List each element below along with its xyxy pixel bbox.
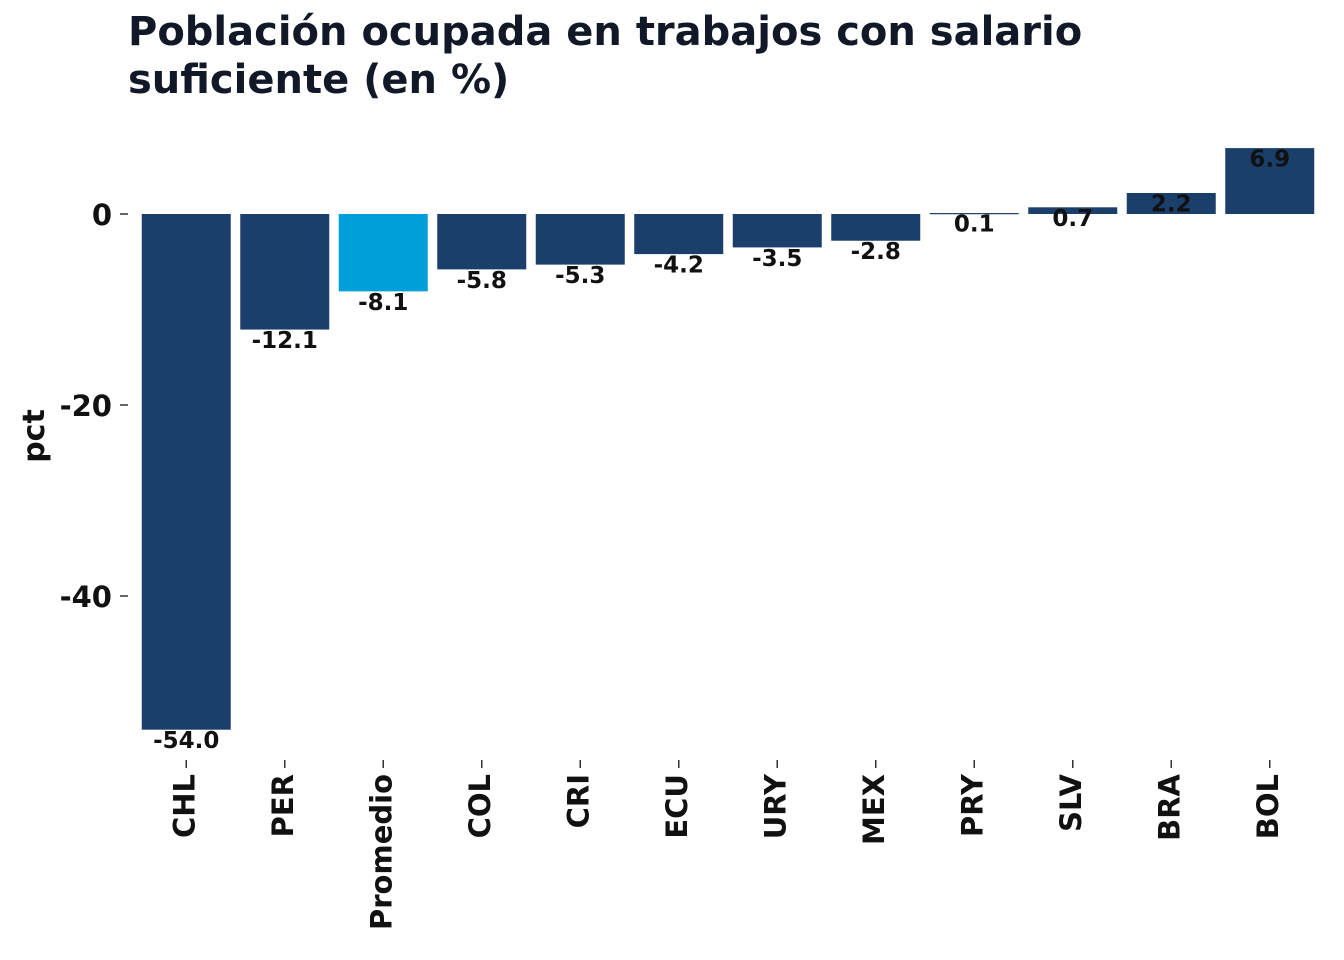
x-tick-label-ury: URY: [758, 773, 792, 839]
data-label-mex: -2.8: [851, 239, 901, 265]
y-tick-label: -20: [60, 389, 112, 423]
x-axis: CHL PER Promedio COL CRI ECU URY MEX PRY SLV BRA BO…: [167, 760, 1285, 930]
bar-chl: [141, 214, 231, 730]
bar-cri: [535, 214, 625, 265]
data-label-ecu: -4.2: [654, 253, 704, 279]
data-label-pry: 0.1: [954, 212, 995, 238]
bar-bra: [1126, 192, 1216, 214]
bar-col: [437, 214, 527, 270]
x-tick-label-per: PER: [266, 774, 300, 837]
x-tick-label-pry: PRY: [955, 773, 989, 837]
y-tick-label: -40: [60, 580, 112, 614]
data-label-bol: 6.9: [1249, 147, 1290, 173]
x-tick-label-slv: SLV: [1054, 773, 1088, 831]
bar-mex: [831, 214, 921, 241]
chart-title: Población ocupada en trabajos con salari…: [128, 9, 1083, 103]
bars: [141, 148, 1315, 730]
x-tick-label-chl: CHL: [167, 774, 201, 838]
bar-ecu: [634, 214, 724, 255]
data-label-col: -5.8: [457, 268, 507, 294]
data-label-cri: -5.3: [555, 263, 605, 289]
x-tick-label-col: COL: [463, 774, 497, 838]
data-label-bra: 2.2: [1151, 191, 1192, 217]
bar-pry: [929, 213, 1019, 215]
x-tick-label-bol: BOL: [1251, 774, 1285, 839]
data-label-ury: -3.5: [752, 246, 802, 272]
data-label-promedio: -8.1: [358, 290, 408, 316]
y-axis-title: pct: [17, 409, 52, 463]
bar-promedio: [338, 214, 428, 292]
bar-bol: [1225, 148, 1315, 214]
data-label-slv: 0.7: [1052, 206, 1093, 232]
x-tick-label-mex: MEX: [857, 774, 891, 845]
x-tick-label-promedio: Promedio: [364, 774, 398, 930]
y-axis: 0 -20 -40: [60, 198, 128, 614]
data-labels: -54.0 -12.1 -8.1 -5.8 -5.3 -4.2 -3.5 -2.8 0.1 0.7…: [153, 147, 1290, 755]
bar-per: [240, 214, 330, 330]
bar-ury: [732, 214, 822, 248]
data-label-chl: -54.0: [153, 728, 219, 754]
x-tick-label-bra: BRA: [1152, 773, 1186, 840]
data-label-per: -12.1: [252, 328, 318, 354]
x-tick-label-ecu: ECU: [660, 774, 694, 839]
x-tick-label-cri: CRI: [561, 774, 595, 828]
bar-slv: [1028, 207, 1118, 214]
y-tick-label: 0: [92, 198, 112, 232]
